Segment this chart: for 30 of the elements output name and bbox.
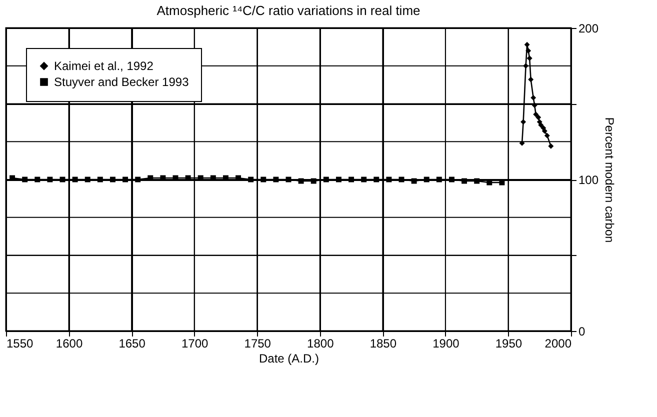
point bbox=[542, 128, 548, 134]
point bbox=[520, 119, 526, 125]
x-tick-label: 1700 bbox=[181, 336, 209, 350]
point bbox=[528, 76, 534, 82]
point bbox=[526, 48, 532, 54]
x-tick-label: 1950 bbox=[495, 336, 522, 350]
x-tick-label: 1850 bbox=[370, 336, 397, 350]
point bbox=[548, 143, 554, 149]
point bbox=[530, 94, 536, 100]
x-tick-label: 1650 bbox=[118, 336, 146, 350]
point bbox=[536, 114, 542, 120]
legend-label: Stuyver and Becker 1993 bbox=[54, 75, 190, 89]
chart-title: Atmospheric ¹⁴C/C ratio variations in real time bbox=[156, 3, 420, 18]
y-axis-title: Percent modern carbon bbox=[602, 117, 617, 243]
point bbox=[524, 42, 530, 48]
x-tick-label: 1600 bbox=[56, 336, 83, 350]
point bbox=[533, 112, 539, 118]
x-tick-label: 2000 bbox=[544, 336, 572, 350]
y-tick-label: 100 bbox=[578, 173, 599, 187]
x-tick-label: 1900 bbox=[432, 336, 460, 350]
point bbox=[538, 122, 544, 128]
point bbox=[544, 132, 550, 138]
y-tick-label: 200 bbox=[578, 22, 599, 36]
x-axis-title: Date (A.D.) bbox=[258, 352, 320, 366]
legend-label: Kaimei et al., 1992 bbox=[54, 59, 154, 73]
x-tick-label: 1550 bbox=[6, 336, 34, 350]
x-tick-label: 1800 bbox=[307, 336, 334, 350]
y-tick-label: 0 bbox=[578, 324, 586, 338]
point bbox=[526, 56, 532, 62]
x-tick-label: 1750 bbox=[244, 336, 272, 350]
